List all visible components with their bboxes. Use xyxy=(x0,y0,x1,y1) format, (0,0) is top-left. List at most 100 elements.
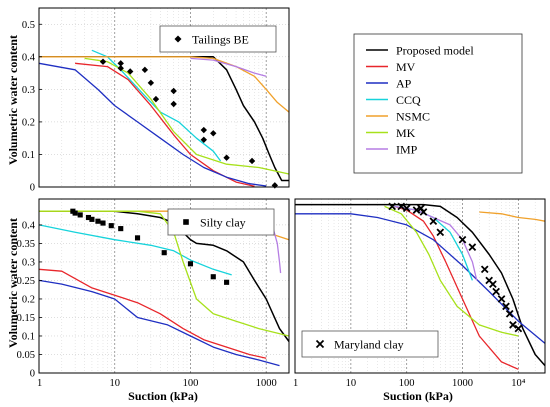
panel-2-measured-point-stroke-b xyxy=(514,324,523,333)
panel-1-x-tick-label: 100 xyxy=(183,378,199,389)
panel-1-series-mk xyxy=(39,210,290,337)
panel-1-measured-point xyxy=(108,223,114,229)
panel-2-label-text: Maryland clay xyxy=(334,338,404,352)
panel-2-label-box xyxy=(301,330,439,358)
panel-1-measured-point xyxy=(118,226,124,232)
panel-2-label-marker xyxy=(315,339,325,349)
panel-2-series-mv xyxy=(394,205,519,370)
legend-label-6: IMP xyxy=(396,143,418,157)
panel-2-measured-point-stroke-b xyxy=(485,276,493,285)
panel-frame-layer xyxy=(38,7,546,374)
panel-1-y-tick-label: 0.2 xyxy=(22,294,35,305)
panel-2-measured-point xyxy=(514,324,523,333)
panel-2-measured-point-stroke-b xyxy=(388,202,397,211)
panel-2-measured-point xyxy=(429,217,438,226)
legend-label-4: NSMC xyxy=(396,110,430,124)
panel-0-measured-point xyxy=(200,126,208,134)
panel-0-y-tick-label: 0.4 xyxy=(22,52,36,63)
panel-2-measured-point xyxy=(436,228,445,237)
panel-2-measured-point-stroke-b xyxy=(489,280,497,288)
panel-1-measured-point xyxy=(72,210,78,216)
legend-label-2: AP xyxy=(396,77,412,91)
legend-label-3: CCQ xyxy=(396,93,421,107)
panel-0-measured-point xyxy=(126,68,134,75)
panel-2-measured-point xyxy=(388,202,397,211)
panel-2-x-tick-label: 1 xyxy=(293,378,298,389)
panel-0-series-imp xyxy=(190,57,267,77)
panel-1-measured-point xyxy=(187,261,194,267)
panel-2-measured-point xyxy=(502,302,510,311)
panel-1-x-tick-label: 1 xyxy=(37,378,42,389)
panel-2-label-marker-stroke-b xyxy=(315,339,325,349)
panel-2-measured-point xyxy=(480,265,489,274)
panel-1-series-ap xyxy=(38,279,280,367)
panel-0-series-nsmc xyxy=(39,56,290,113)
legend-label-0: Proposed model xyxy=(396,44,474,58)
panel-2-measured-point xyxy=(489,280,497,288)
panel-2-measured-point-stroke-b xyxy=(429,217,438,226)
panel-0-measured-point xyxy=(141,66,149,74)
panel-1-label-box xyxy=(167,208,275,236)
panel-2-measured-point-stroke-b xyxy=(468,243,477,251)
panel-2-series-mk xyxy=(384,205,519,337)
panel-2-frame xyxy=(294,198,546,374)
panel-1-x-tick-label: 1000 xyxy=(256,378,277,389)
panel-2-measured-point-stroke-b xyxy=(436,228,445,237)
panel-0-measured-point xyxy=(117,60,124,67)
panel-2-measured-point xyxy=(497,295,506,303)
panel-2-measured-point-stroke-b xyxy=(458,235,467,244)
panel-2-x-tick-label: 10 xyxy=(346,378,357,389)
panel-0-measured-point xyxy=(147,79,155,87)
panel-2-measured-point xyxy=(419,208,428,216)
panel-2-series-ap xyxy=(295,213,546,344)
panel-1-measured-point xyxy=(95,218,101,224)
panel-1-measured-point xyxy=(85,214,92,221)
panel-1-measured-point xyxy=(224,279,230,285)
panel-2-measured-point xyxy=(492,287,500,296)
panel-0-y-tick-label: 0.5 xyxy=(22,20,35,31)
panel-1-measured-point xyxy=(210,274,216,280)
panel-0-measured-point xyxy=(223,154,230,161)
panel-2-x-tick-label: 100 xyxy=(399,378,415,389)
panel-2-x-tick-label: 1000 xyxy=(452,378,473,389)
panel-0-y-tick-label: 0.1 xyxy=(22,150,35,161)
panel-0-y-tick-label: 0.2 xyxy=(22,117,35,128)
panel-1-y-tick-label: 0.15 xyxy=(17,313,35,324)
panel-2-measured-point xyxy=(397,202,406,211)
panel-1-x-tick-label: 10 xyxy=(109,378,120,389)
panel-2-x-tick-label: 10⁴ xyxy=(511,378,526,389)
panel-1-y-tick-label: 0.4 xyxy=(22,220,36,231)
panel-1-series-proposed-model xyxy=(39,210,290,342)
panel-2-measured-point xyxy=(509,321,517,329)
panel-0-measured-point xyxy=(117,65,124,72)
panel-1-measured-point xyxy=(100,220,106,226)
y-axis-title-top: Volumetric water content xyxy=(6,35,20,165)
panel-2-measured-point-stroke-b xyxy=(419,208,428,216)
panel-2-measured-point-stroke-b xyxy=(502,302,510,311)
panel-1-y-tick-label: 0.05 xyxy=(17,350,35,361)
panel-0-series-mk xyxy=(84,57,290,175)
panel-1-label-text: Silty clay xyxy=(200,216,246,230)
panel-2-measured-point xyxy=(412,206,421,214)
panel-0-label-text: Tailings BE xyxy=(192,33,249,47)
panel-2-series-proposed-model xyxy=(295,203,546,367)
tick-label-layer: 0 0.1 0.2 0.3 0.4 0.5 Tailings BE 0 0.05 0.1 0.15 0… xyxy=(17,20,526,389)
panel-2-measured-point xyxy=(458,235,467,244)
panel-1-y-tick-label: 0.25 xyxy=(17,276,35,287)
panel-0-measured-point xyxy=(200,136,208,144)
panel-1-y-tick-label: 0.3 xyxy=(22,257,35,268)
panel-2-series-nsmc xyxy=(479,211,546,222)
panel-1-measured-point xyxy=(161,250,167,256)
x-axis-title-left: Suction (kPa) xyxy=(128,389,198,403)
panel-2-measured-point-stroke-b xyxy=(397,202,406,211)
panel-0-frame xyxy=(38,7,290,188)
panel-0-series-ap xyxy=(38,62,267,187)
legend-label-1: MV xyxy=(396,60,416,74)
legend-label-5: MK xyxy=(396,126,416,140)
panel-1-series-ccq xyxy=(38,224,232,276)
panel-2-measured-point-stroke-b xyxy=(505,309,514,318)
panel-0-y-tick-label: 0.3 xyxy=(22,85,35,96)
y-axis-title-bottom: Volumetric water content xyxy=(6,218,20,348)
panel-0-measured-point xyxy=(210,130,217,137)
